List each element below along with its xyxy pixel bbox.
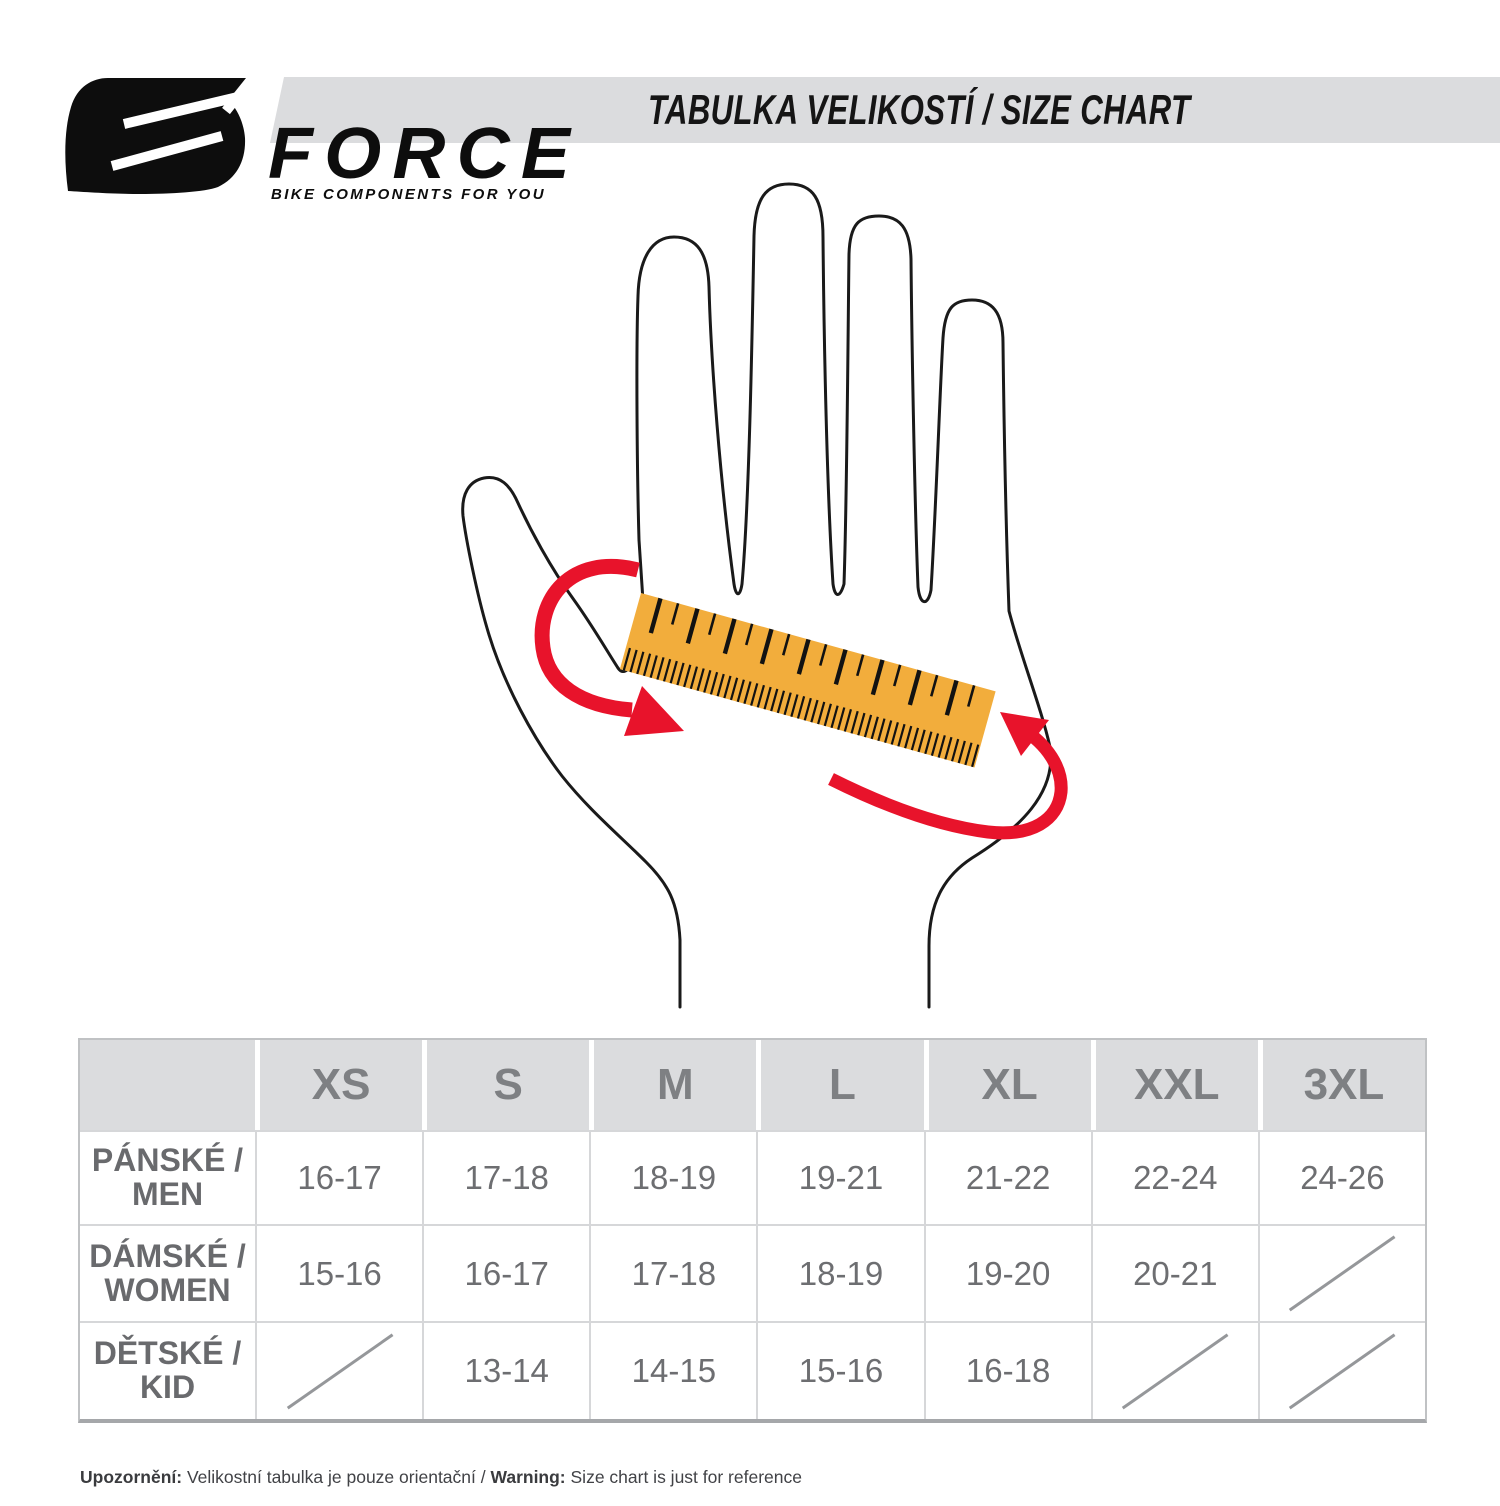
column-header-m: M <box>589 1040 757 1130</box>
value-cell: 17-18 <box>589 1226 756 1321</box>
value-cell: 18-19 <box>589 1132 756 1224</box>
title-band <box>270 77 1500 143</box>
hand-outline <box>461 182 1053 1009</box>
brand-wordmark: FORCE <box>268 114 582 194</box>
left-arrowhead-icon <box>624 686 684 736</box>
column-header-xxl: XXL <box>1090 1040 1258 1130</box>
not-available-slash-icon <box>286 1333 393 1409</box>
tape-ticks-top <box>648 597 976 716</box>
value-cell: 20-21 <box>1090 1226 1258 1321</box>
value-cell: 15-16 <box>756 1323 923 1419</box>
row-label-women: DÁMSKÉ / WOMEN <box>89 1237 246 1308</box>
note-label-cz: Upozornění: <box>80 1466 183 1487</box>
value-cell: 22-24 <box>1090 1132 1258 1224</box>
size-table: XS S M L XL XXL 3XL PÁNSKÉ / MEN 16-17 1… <box>78 1038 1427 1423</box>
table-row-women: DÁMSKÉ / WOMEN 15-16 16-17 17-18 18-19 1… <box>80 1224 1425 1321</box>
reference-note: Upozornění: Velikostní tabulka je pouze … <box>80 1466 802 1487</box>
left-loop-arrow <box>534 558 640 718</box>
empty-cell <box>1090 1323 1258 1419</box>
empty-cell <box>1257 1226 1425 1321</box>
not-available-slash-icon <box>1122 1333 1229 1409</box>
row-label-men: PÁNSKÉ / MEN <box>91 1142 244 1212</box>
tape-ticks-bottom <box>622 647 980 768</box>
force-logo-mark <box>65 67 262 194</box>
note-label-en: Warning: <box>490 1466 566 1487</box>
value-cell: 16-18 <box>923 1323 1091 1419</box>
column-header-xs: XS <box>255 1040 423 1130</box>
brand-tagline: BIKE COMPONENTS FOR YOU <box>271 186 546 203</box>
value-cell: 16-17 <box>255 1132 422 1224</box>
header-corner-cell <box>80 1040 255 1130</box>
value-cell: 13-14 <box>422 1323 589 1419</box>
empty-cell <box>255 1323 422 1419</box>
column-header-3xl: 3XL <box>1257 1040 1425 1130</box>
value-cell: 18-19 <box>756 1226 923 1321</box>
value-cell: 16-17 <box>422 1226 589 1321</box>
logo-slit-icon <box>110 131 224 171</box>
value-cell: 19-21 <box>756 1132 923 1224</box>
column-header-l: L <box>756 1040 924 1130</box>
not-available-slash-icon <box>1289 1235 1396 1312</box>
logo-slit-icon <box>222 67 262 115</box>
value-cell: 19-20 <box>923 1226 1091 1321</box>
table-row-kid: DĚTSKÉ / KID 13-14 14-15 15-16 16-18 <box>80 1321 1425 1419</box>
empty-cell <box>1257 1323 1425 1419</box>
column-header-s: S <box>422 1040 590 1130</box>
value-cell: 24-26 <box>1257 1132 1425 1224</box>
table-row-men: PÁNSKÉ / MEN 16-17 17-18 18-19 19-21 21-… <box>80 1130 1425 1224</box>
measure-arrows <box>534 558 1068 840</box>
value-cell: 15-16 <box>255 1226 422 1321</box>
table-header-row: XS S M L XL XXL 3XL <box>80 1040 1425 1130</box>
value-cell: 17-18 <box>422 1132 589 1224</box>
value-cell: 21-22 <box>923 1132 1091 1224</box>
measuring-tape <box>619 593 996 768</box>
row-label-kid: DĚTSKÉ / KID <box>93 1335 242 1405</box>
logo-slit-icon <box>122 91 244 129</box>
value-cell: 14-15 <box>589 1323 756 1419</box>
right-arrowhead-icon <box>1000 712 1049 756</box>
column-header-xl: XL <box>923 1040 1091 1130</box>
page-title: TABULKA VELIKOSTÍ / SIZE CHART <box>648 86 1191 133</box>
right-curve-arrow <box>828 722 1068 840</box>
not-available-slash-icon <box>1289 1333 1396 1409</box>
tape-body <box>619 593 996 768</box>
